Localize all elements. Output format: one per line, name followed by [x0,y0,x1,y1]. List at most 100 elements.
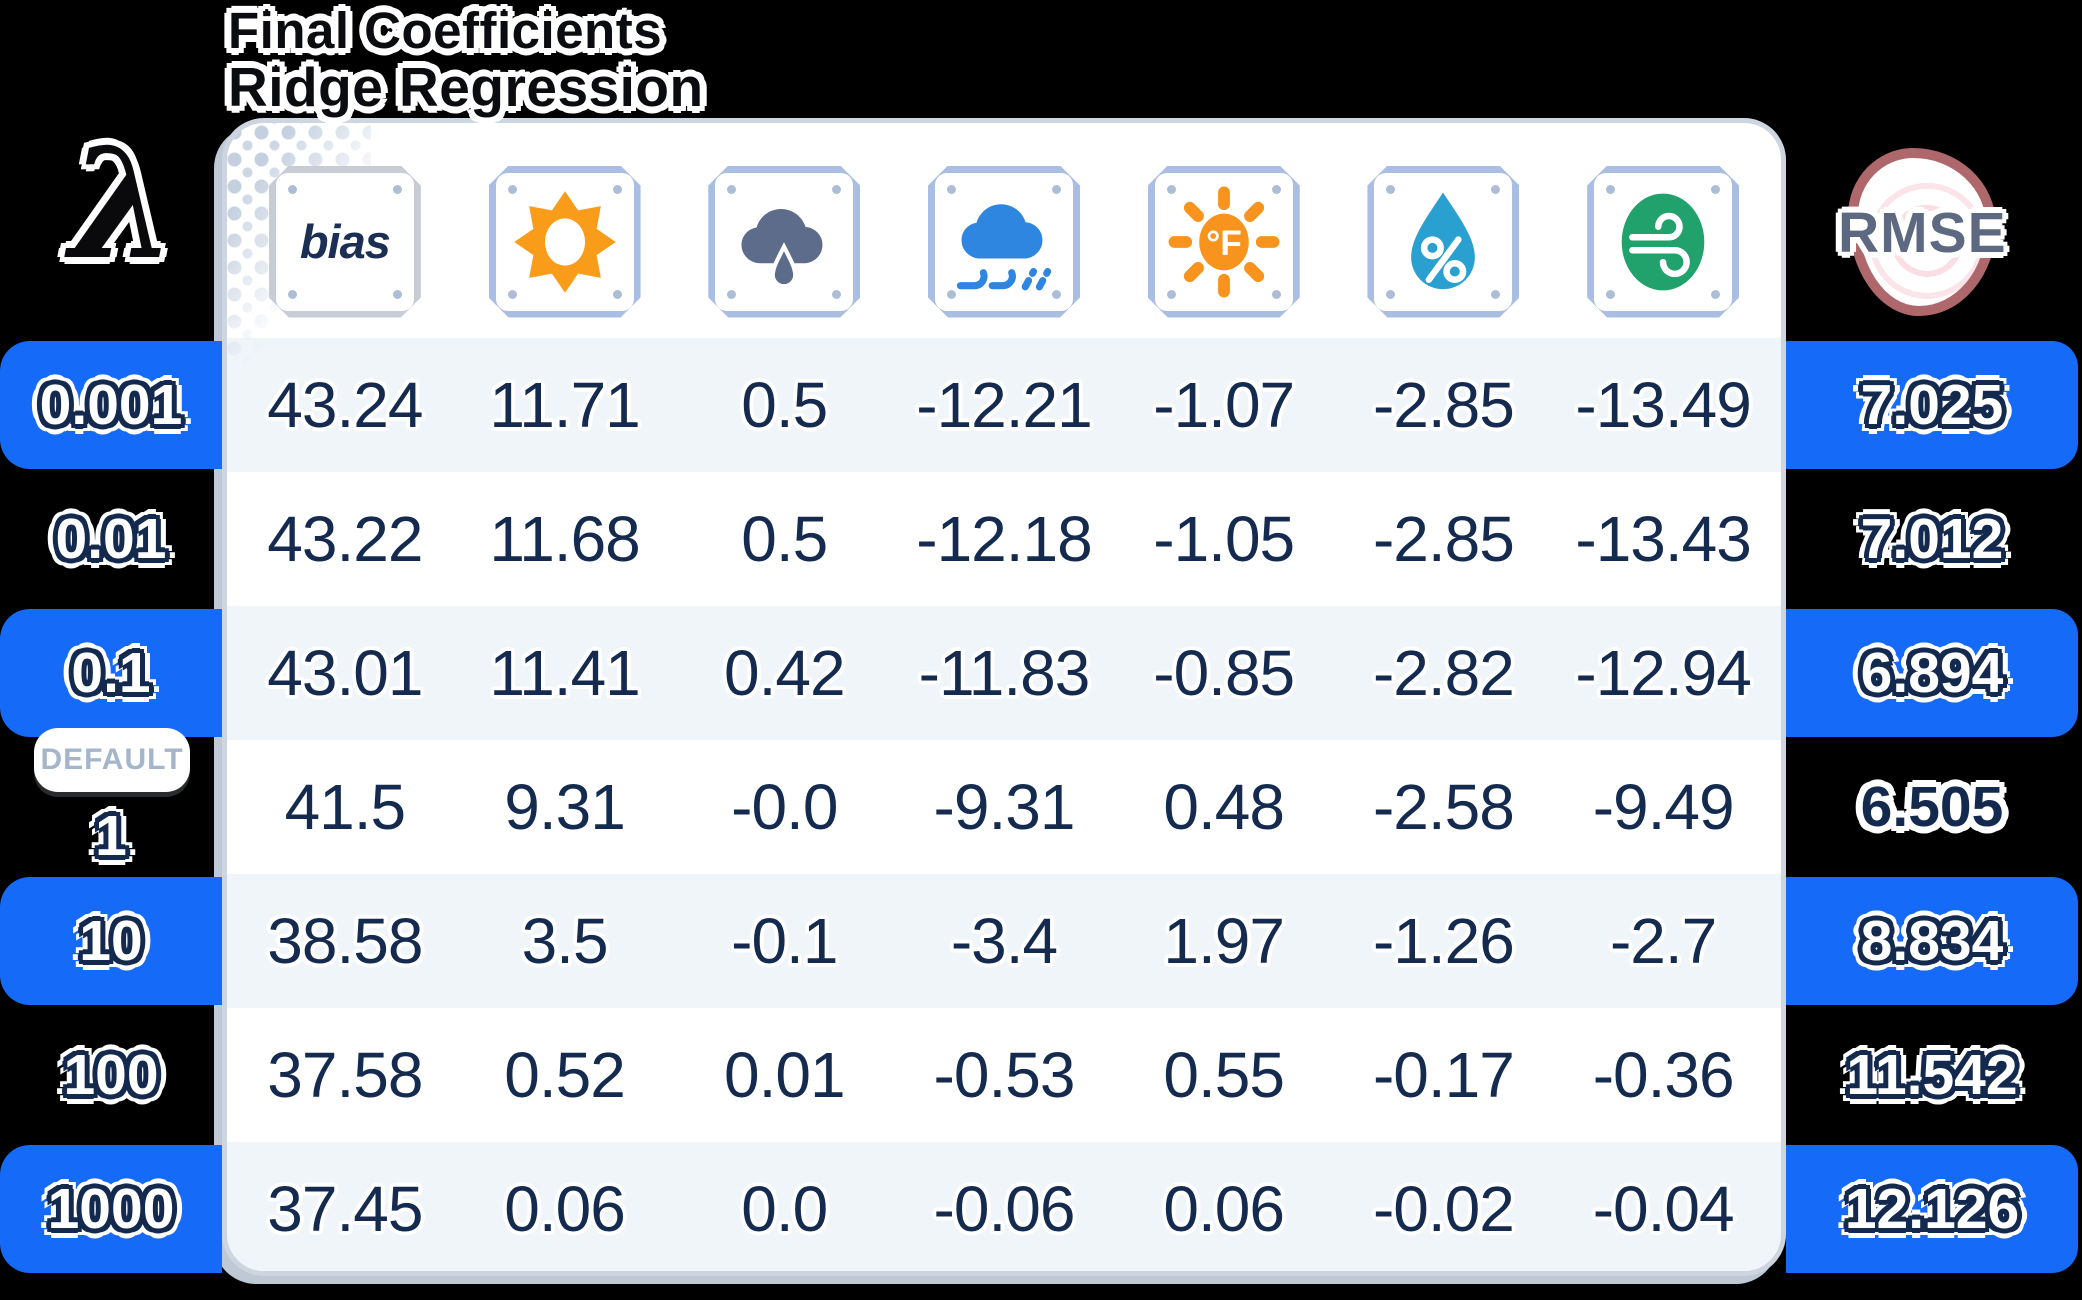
default-badge: DEFAULT [34,728,190,792]
lambda-value: 0.01 [55,507,167,571]
coefficient-cell: -13.43 [1575,503,1751,575]
coefficient-cell: -1.05 [1153,503,1295,575]
coefficient-cell: -0.36 [1592,1039,1735,1111]
coefficient-cell: -13.49 [1575,369,1751,441]
coefficient-cell: 0.42 [724,637,846,709]
lambda-band [0,1145,222,1273]
screw-icon [1711,290,1720,299]
screw-icon [832,185,841,194]
coefficient-cell: 0.52 [504,1039,626,1111]
screw-icon [1167,185,1176,194]
rmse-value: 7.025 [1860,373,2004,437]
lambda-row-label: 1000 [0,1142,222,1276]
table-row: 43.01 11.41 0.42 -11.83 -0.85 -2.82 -12.94 [227,606,1781,740]
screw-icon [613,290,622,299]
screw-icon [947,290,956,299]
coefficient-cell: -12.21 [916,369,1092,441]
lambda-row-label: 10 [0,874,222,1008]
screw-icon [1272,290,1281,299]
column-header-sun [489,166,641,318]
rmse-row-label: 11.542 [1786,1008,2078,1142]
coefficient-cell: -2.7 [1609,905,1717,977]
screw-icon [727,290,736,299]
coefficient-cell: 0.06 [1163,1173,1285,1245]
screw-icon [727,185,736,194]
table-body: 43.24 11.71 0.5 -12.21 -1.07 -2.85 -13.49 43.22… [227,338,1781,1271]
wind-blown-rain-cloud-icon [945,183,1063,301]
rmse-band [1786,609,2078,737]
lambda-column: 0.001 0.01 0.1 DEFAULT 1 10 100 1000 [0,338,222,1276]
coefficient-cell: 37.58 [267,1039,423,1111]
column-header-sleet [928,166,1080,318]
screw-icon [288,185,297,194]
lambda-row-label: 0.1 [0,606,222,740]
coefficient-cell: -0.0 [731,771,838,843]
table-row: 38.58 3.5 -0.1 -3.4 1.97 -1.26 -2.7 [227,874,1781,1008]
coefficient-cell: 9.31 [504,771,626,843]
rmse-band [1786,341,2078,469]
coefficient-cell: -0.1 [731,905,838,977]
coefficient-cell: 41.5 [284,771,407,843]
rmse-badge: RMSE [1838,148,2006,316]
coefficient-cell: -9.49 [1592,771,1735,843]
screw-icon [613,185,622,194]
screw-icon [393,290,402,299]
screw-icon [288,290,297,299]
wind-swirl-icon [1604,183,1722,301]
screw-icon [1052,185,1061,194]
lambda-band [0,877,222,1005]
screw-icon [1491,290,1500,299]
lambda-row-label: 0.001 [0,338,222,472]
rmse-value: 8.834 [1860,909,2004,973]
rmse-band [1786,1145,2078,1273]
coefficient-cell: 0.0 [741,1173,828,1245]
column-header-humidity [1367,166,1519,318]
coefficient-cell: 43.24 [267,369,423,441]
lambda-value: 10 [79,909,143,973]
rmse-row-label: 6.894 [1786,606,2078,740]
table-row: 41.5 9.31 -0.0 -9.31 0.48 -2.58 -9.49 [227,740,1781,874]
coefficient-cell: 0.06 [504,1173,626,1245]
lambda-row-label: DEFAULT 1 [0,728,222,874]
temperature-sun-icon: °F [1165,183,1283,301]
screw-icon [1491,185,1500,194]
rmse-value: 6.505 [1860,775,2004,839]
coefficient-cell: -2.58 [1372,771,1515,843]
bias-label: bias [299,215,390,268]
coefficient-cell: -0.85 [1153,637,1295,709]
coefficient-cell: 11.41 [489,637,640,709]
coefficients-table-card: bias [222,118,1786,1276]
screw-icon [1711,185,1720,194]
coefficient-cell: -1.07 [1153,369,1295,441]
column-header-rain [708,166,860,318]
humidity-drop-icon [1384,183,1502,301]
lambda-value: 0.001 [39,373,183,437]
lambda-symbol: λ [69,114,177,293]
coefficient-cell: 43.01 [267,637,423,709]
coefficient-cell: -0.53 [933,1039,1076,1111]
screw-icon [1272,185,1281,194]
screw-icon [1606,185,1615,194]
table-header-row: bias [227,123,1781,338]
screw-icon [508,185,517,194]
coefficient-cell: -2.82 [1372,637,1515,709]
screw-icon [1386,290,1395,299]
table-row: 43.22 11.68 0.5 -12.18 -1.05 -2.85 -13.43 [227,472,1781,606]
page-title: Final Coefficients Ridge Regression [228,2,704,116]
screw-icon [508,290,517,299]
coefficient-cell: -12.18 [916,503,1092,575]
column-header-temperature: °F [1148,166,1300,318]
title-line1: Final Coefficients [228,2,663,59]
coefficient-cell: -0.06 [933,1173,1076,1245]
screw-icon [1052,290,1061,299]
coefficient-cell: 3.5 [521,905,609,977]
svg-text:°F: °F [1206,223,1242,262]
coefficient-cell: 1.97 [1163,905,1285,977]
coefficient-cell: -0.02 [1372,1173,1515,1245]
column-header-bias: bias [269,166,421,318]
lambda-value: 0.1 [71,641,151,705]
table-row: 37.45 0.06 0.0 -0.06 0.06 -0.02 -0.04 [227,1142,1781,1271]
rmse-value: 6.894 [1860,641,2004,705]
lambda-row-label: 100 [0,1008,222,1142]
